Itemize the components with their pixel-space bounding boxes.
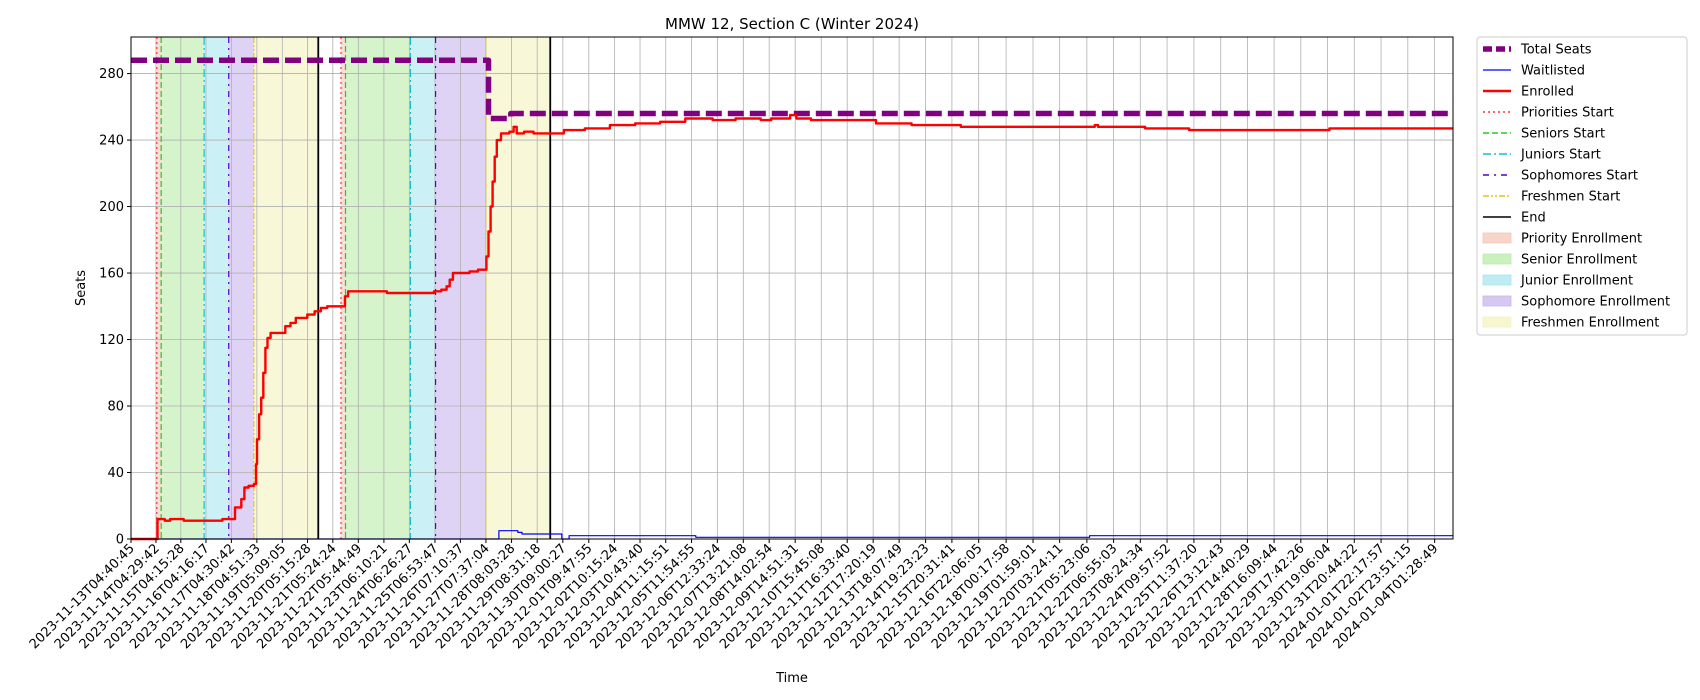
legend-swatch-priority-enrollment xyxy=(1482,232,1512,244)
y-tick-label-3: 120 xyxy=(99,333,124,348)
enrollment-band-6 xyxy=(345,37,411,539)
enrollment-band-7 xyxy=(410,37,436,539)
legend-label-freshmen-start: Freshmen Start xyxy=(1521,190,1620,205)
series-lines xyxy=(131,57,1453,541)
legend-label-sophomores-start: Sophomores Start xyxy=(1521,169,1638,184)
legend-label-priorities-start: Priorities Start xyxy=(1521,106,1614,121)
legend-label-senior-enrollment: Senior Enrollment xyxy=(1521,253,1637,268)
series-total-line xyxy=(131,57,1453,122)
enrollment-band-2 xyxy=(204,37,229,539)
legend-box xyxy=(1476,36,1688,336)
x-axis-label: Time xyxy=(775,671,808,686)
legend-label-sophomore-enrollment: Sophomore Enrollment xyxy=(1521,295,1670,310)
legend-label-priority-enrollment: Priority Enrollment xyxy=(1521,232,1642,247)
y-tick-label-5: 200 xyxy=(99,200,124,215)
y-tick-label-0: 0 xyxy=(116,533,124,548)
enrollment-band-5 xyxy=(340,37,346,539)
x-axis-ticks: 2023-11-13T04:40:452023-11-14T04:29:4220… xyxy=(27,539,1441,652)
y-tick-label-2: 80 xyxy=(107,400,124,415)
legend-label-total-seats: Total Seats xyxy=(1520,43,1592,58)
y-tick-label-7: 280 xyxy=(99,67,124,82)
legend-swatch-junior-enrollment xyxy=(1482,274,1512,286)
legend-swatch-sophomore-enrollment xyxy=(1482,295,1512,307)
y-axis-label: Seats xyxy=(74,270,89,306)
y-tick-label-1: 40 xyxy=(107,466,124,481)
period-markers xyxy=(156,37,552,539)
legend-label-waitlisted: Waitlisted xyxy=(1521,64,1585,79)
legend-label-juniors-start: Juniors Start xyxy=(1520,148,1601,163)
legend-swatch-senior-enrollment xyxy=(1482,253,1512,265)
series-waitlisted-line xyxy=(131,530,1453,540)
legend-swatch-freshmen-enrollment xyxy=(1482,316,1512,328)
y-tick-label-4: 160 xyxy=(99,267,124,282)
legend-label-end: End xyxy=(1521,211,1546,226)
enrollment-band-0 xyxy=(156,37,162,539)
chart-title: MMW 12, Section C (Winter 2024) xyxy=(665,15,919,33)
enrollment-band-1 xyxy=(161,37,205,539)
legend: Total Seats Waitlisted Enrolled Priorities … xyxy=(1476,36,1688,336)
grid xyxy=(130,37,1453,540)
enrollment-band-3 xyxy=(228,37,254,539)
y-axis-ticks: 0 40 80 120 160 200 240 280 xyxy=(99,67,131,548)
legend-label-freshmen-enrollment: Freshmen Enrollment xyxy=(1521,316,1659,331)
legend-label-junior-enrollment: Junior Enrollment xyxy=(1520,274,1633,289)
series-enrolled-line xyxy=(131,113,1453,541)
legend-label-seniors-start: Seniors Start xyxy=(1521,127,1605,142)
legend-label-enrolled: Enrolled xyxy=(1521,85,1574,100)
plot-frame xyxy=(130,36,1454,540)
y-tick-label-6: 240 xyxy=(99,134,124,149)
enrollment-band-4 xyxy=(253,37,319,539)
